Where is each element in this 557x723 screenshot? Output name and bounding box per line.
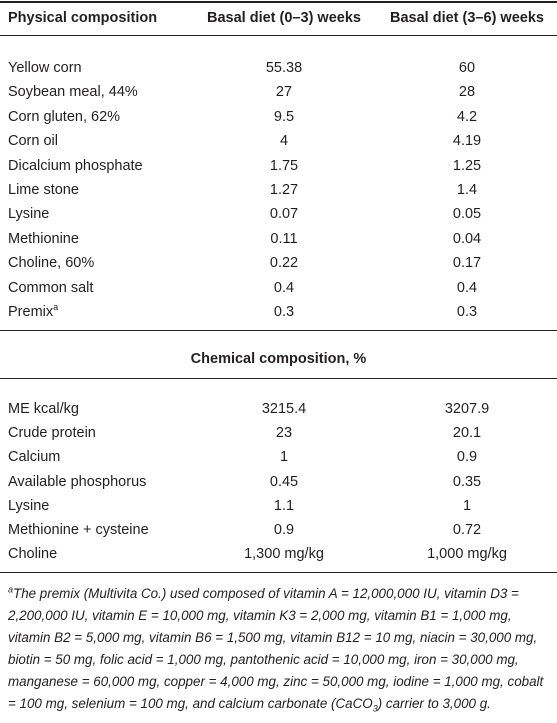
table-cell: 23 <box>275 425 293 442</box>
table-cell: Soybean meal, 44% <box>8 84 138 101</box>
footnote-text: The premix (Multivita Co.) used composed… <box>8 586 544 711</box>
table-cell: 0.72 <box>452 522 482 538</box>
table-cell: Corn gluten, 62% <box>8 108 121 125</box>
table-cell: Methionine <box>8 230 79 247</box>
table-cell: 1 <box>279 449 289 466</box>
table-cell: Methionine + cysteine <box>8 522 149 538</box>
table-cell: ME kcal/kg <box>8 401 79 417</box>
cell-text: Premix <box>8 304 54 320</box>
section-title: Chemical composition, % <box>190 351 367 367</box>
section-rule <box>0 330 557 331</box>
header-cell: Basal diet (3–6) weeks <box>390 10 544 26</box>
table-cell: 3215.4 <box>261 401 307 417</box>
footnote-marker: a <box>8 584 14 595</box>
table-cell: Choline <box>8 546 58 563</box>
table-cell: 0.04 <box>452 230 482 247</box>
table-cell: Corn oil <box>8 133 58 150</box>
table-cell: Lysine <box>8 497 50 514</box>
table-cell: 0.4 <box>456 279 478 296</box>
table-cell: 3207.9 <box>444 401 490 417</box>
header-cell: Physical composition <box>8 10 158 26</box>
table-cell: Yellow corn <box>8 60 82 76</box>
table-cell: 1.25 <box>452 157 482 174</box>
table-cell: Available phosphorus <box>8 473 147 490</box>
top-rule <box>0 1 557 3</box>
table-cell: 4 <box>279 133 289 150</box>
bottom-rule <box>0 572 557 573</box>
table-cell: 0.3 <box>273 304 295 320</box>
table-cell: 20.1 <box>452 425 482 442</box>
table-cell: 4.19 <box>452 133 482 150</box>
table-cell: Crude protein <box>8 425 96 442</box>
table-cell: 1.75 <box>269 157 299 174</box>
table-cell: 28 <box>458 84 476 101</box>
table-cell: 0.07 <box>269 206 299 223</box>
table-cell: 0.4 <box>273 279 295 296</box>
footnote-text: ) carrier to 3,000 g. <box>377 696 491 711</box>
table-cell: 0.45 <box>269 473 299 490</box>
table-cell: 55.38 <box>265 60 303 76</box>
header-rule <box>0 35 557 36</box>
table-cell: Dicalcium phosphate <box>8 157 143 174</box>
table-cell: 9.5 <box>273 108 295 125</box>
table-cell: 1,000 mg/kg <box>427 546 507 563</box>
table-cell: Lysine <box>8 206 50 223</box>
table-cell: 0.22 <box>269 255 299 272</box>
table-cell: 1 <box>462 497 472 514</box>
table-cell: Common salt <box>8 279 94 296</box>
table-cell: 60 <box>458 60 476 76</box>
table-cell: 1,300 mg/kg <box>244 546 324 563</box>
table-cell: Lime stone <box>8 182 79 198</box>
table-cell: 27 <box>275 84 293 101</box>
header-cell: Basal diet (0–3) weeks <box>207 10 361 26</box>
table-cell: 0.11 <box>270 230 298 247</box>
footnote-marker: a <box>53 302 59 313</box>
table-cell: Choline, 60% <box>8 255 95 272</box>
table-cell: 0.05 <box>452 206 482 223</box>
table-cell: 0.35 <box>452 473 482 490</box>
table-cell: 0.3 <box>456 304 478 320</box>
footnote: aThe premix (Multivita Co.) used compose… <box>8 583 553 715</box>
table-cell: Calcium <box>8 449 61 466</box>
table-cell: 0.17 <box>452 255 482 272</box>
table-cell: 1.1 <box>273 497 295 514</box>
table-cell: 0.9 <box>273 522 295 538</box>
table-cell: 1.27 <box>269 182 299 198</box>
footnote-subscript: 3 <box>372 703 378 714</box>
table-cell: 4.2 <box>456 108 478 125</box>
table-cell: 0.9 <box>456 449 478 466</box>
table-cell: Premixa <box>8 303 58 321</box>
section-rule <box>0 378 557 379</box>
table-cell: 1.4 <box>456 182 478 198</box>
